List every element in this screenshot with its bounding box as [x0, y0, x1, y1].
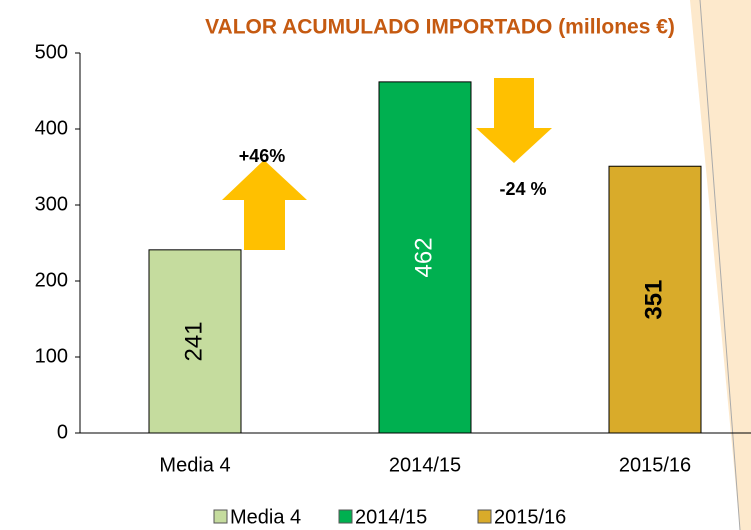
- value-label: 351: [640, 280, 667, 320]
- chart-title: VALOR ACUMULADO IMPORTADO (millones €): [205, 16, 675, 39]
- y-tick-label: 100: [35, 345, 68, 367]
- bar: [148, 249, 242, 434]
- annotation: -24 %: [499, 179, 546, 199]
- legend-label: 2014/15: [355, 506, 427, 528]
- down-arrow: [476, 78, 552, 163]
- y-tick-label: 400: [35, 117, 68, 139]
- legend-label: 2015/16: [494, 506, 566, 528]
- annotation: +46%: [239, 146, 286, 166]
- bar: [608, 165, 702, 434]
- value-label: 241: [180, 321, 207, 361]
- x-tick-label: 2014/15: [389, 454, 461, 476]
- x-tick-label: Media 4: [159, 454, 230, 476]
- y-tick-label: 200: [35, 269, 68, 291]
- legend-label: Media 4: [230, 506, 301, 528]
- background-line: [699, 0, 741, 530]
- y-tick-label: 0: [57, 421, 68, 443]
- up-arrow: [222, 160, 307, 250]
- value-label: 462: [410, 237, 437, 277]
- legend-swatch: [477, 509, 492, 524]
- bar: [378, 81, 472, 434]
- y-tick-label: 500: [35, 41, 68, 63]
- x-tick-label: 2015/16: [619, 454, 691, 476]
- legend-swatch: [213, 509, 228, 524]
- legend-swatch: [338, 509, 353, 524]
- y-tick-label: 300: [35, 193, 68, 215]
